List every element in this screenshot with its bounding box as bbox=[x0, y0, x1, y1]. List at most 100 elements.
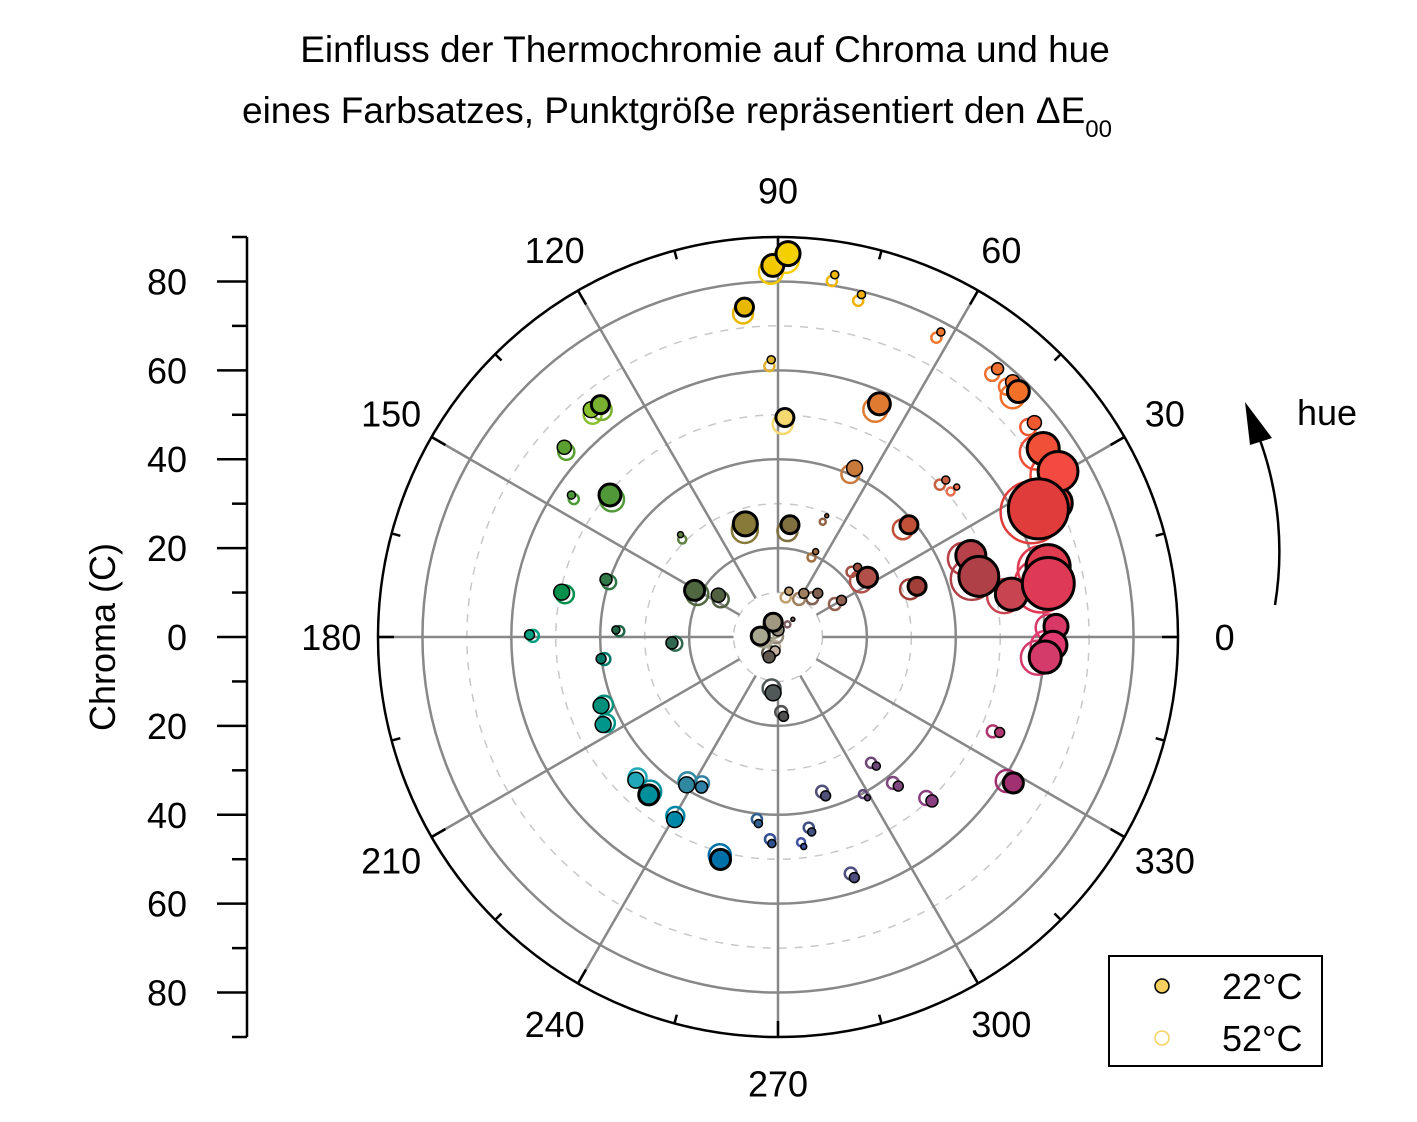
chroma-tick-label: 20 bbox=[147, 528, 187, 569]
point-22c bbox=[753, 818, 764, 829]
angle-tick-label: 150 bbox=[361, 394, 421, 435]
point-22c bbox=[677, 776, 696, 794]
point-22c bbox=[940, 475, 951, 485]
angle-tick bbox=[430, 435, 447, 447]
point-22c bbox=[777, 710, 790, 723]
point-22c bbox=[762, 650, 776, 664]
point-22c bbox=[863, 794, 872, 802]
chart-title-line1: Einfluss der Thermochromie auf Chroma un… bbox=[300, 29, 1110, 70]
point-22c bbox=[683, 578, 707, 602]
angle-tick-labels: 0 30 60 90 120 150 180 210 240 270 300 330 bbox=[301, 170, 1234, 1104]
chroma-tick-label: 80 bbox=[147, 973, 187, 1014]
chart-title-line2: eines Farbsatzes, Punktgröße repräsentie… bbox=[242, 90, 1112, 143]
angle-tick bbox=[494, 912, 503, 921]
point-22c bbox=[774, 240, 802, 268]
point-22c bbox=[589, 394, 611, 416]
angle-tick-label: 30 bbox=[1145, 394, 1185, 435]
point-22c bbox=[798, 587, 810, 600]
point-52c bbox=[783, 620, 792, 629]
legend-label-22c: 22°C bbox=[1222, 966, 1302, 1007]
point-22c bbox=[799, 842, 808, 851]
angle-tick bbox=[1109, 827, 1126, 839]
point-22c bbox=[845, 459, 864, 477]
grid-spoke bbox=[576, 674, 757, 985]
angle-tick bbox=[968, 968, 980, 985]
point-22c bbox=[829, 269, 840, 280]
point-22c bbox=[764, 684, 782, 702]
point-22c bbox=[871, 761, 882, 771]
angle-tick bbox=[1109, 435, 1126, 447]
point-22c bbox=[952, 483, 961, 491]
angle-tick-label: 300 bbox=[971, 1004, 1031, 1045]
grid-spoke bbox=[799, 674, 980, 985]
point-22c bbox=[566, 490, 577, 500]
angle-tick bbox=[673, 250, 679, 260]
data-points bbox=[523, 240, 1080, 884]
angle-tick bbox=[576, 289, 588, 306]
point-22c bbox=[790, 616, 796, 623]
angle-tick-label: 60 bbox=[981, 230, 1021, 271]
point-22c bbox=[1027, 639, 1063, 675]
angle-tick bbox=[391, 532, 401, 538]
point-22c bbox=[708, 847, 733, 872]
point-22c bbox=[1020, 556, 1076, 611]
point-22c bbox=[990, 361, 1005, 376]
hue-arrow-icon bbox=[1245, 402, 1281, 606]
point-52c bbox=[945, 486, 956, 497]
legend: 22°C 52°C bbox=[1108, 955, 1323, 1067]
point-22c bbox=[599, 572, 613, 587]
point-22c bbox=[811, 547, 820, 556]
point-22c bbox=[731, 510, 759, 538]
point-22c bbox=[1005, 379, 1031, 404]
point-22c bbox=[594, 715, 612, 734]
grid-spoke bbox=[815, 658, 1126, 839]
angle-tick bbox=[494, 353, 503, 362]
point-22c bbox=[665, 636, 679, 650]
angle-tick-label: 240 bbox=[525, 1004, 585, 1045]
angle-tick-label: 120 bbox=[525, 230, 585, 271]
point-22c bbox=[694, 780, 709, 794]
point-22c bbox=[766, 354, 777, 365]
angle-tick-label: 210 bbox=[361, 840, 421, 881]
angle-tick-label: 180 bbox=[301, 617, 361, 658]
point-22c bbox=[637, 783, 661, 807]
point-22c bbox=[806, 827, 817, 837]
grid-spoke bbox=[576, 289, 757, 600]
point-22c bbox=[611, 625, 621, 635]
point-22c bbox=[1001, 771, 1025, 795]
point-22c bbox=[848, 871, 861, 884]
point-22c bbox=[993, 726, 1006, 739]
point-22c bbox=[784, 586, 794, 596]
legend-label-52c: 52°C bbox=[1222, 1018, 1302, 1059]
chroma-tick-label: 0 bbox=[167, 617, 187, 658]
chroma-tick-label: 80 bbox=[147, 261, 187, 302]
point-22c bbox=[592, 696, 610, 715]
point-22c bbox=[666, 810, 684, 829]
point-22c bbox=[957, 554, 1001, 598]
grid-spoke bbox=[430, 658, 741, 839]
angle-tick bbox=[1155, 532, 1165, 538]
point-22c bbox=[856, 289, 867, 300]
point-22c bbox=[597, 482, 623, 508]
angle-tick bbox=[1155, 736, 1165, 742]
angle-tick bbox=[673, 1014, 679, 1024]
chroma-axis-label: Chroma (C) bbox=[82, 543, 123, 731]
point-22c bbox=[823, 513, 830, 519]
point-22c bbox=[749, 625, 771, 647]
point-22c bbox=[855, 565, 880, 589]
point-22c bbox=[556, 439, 573, 456]
point-22c bbox=[1006, 477, 1070, 541]
point-22c bbox=[762, 611, 784, 633]
point-22c bbox=[779, 514, 801, 536]
point-22c bbox=[925, 794, 939, 808]
angle-tick bbox=[576, 968, 588, 985]
point-22c bbox=[866, 391, 892, 417]
point-22c bbox=[733, 296, 755, 318]
grid-spoke bbox=[799, 289, 980, 600]
angle-tick-label: 330 bbox=[1135, 840, 1195, 881]
angle-tick-label: 0 bbox=[1215, 617, 1235, 658]
angle-tick bbox=[877, 1014, 883, 1024]
angle-tick bbox=[391, 736, 401, 742]
chroma-tick-label: 20 bbox=[147, 706, 187, 747]
